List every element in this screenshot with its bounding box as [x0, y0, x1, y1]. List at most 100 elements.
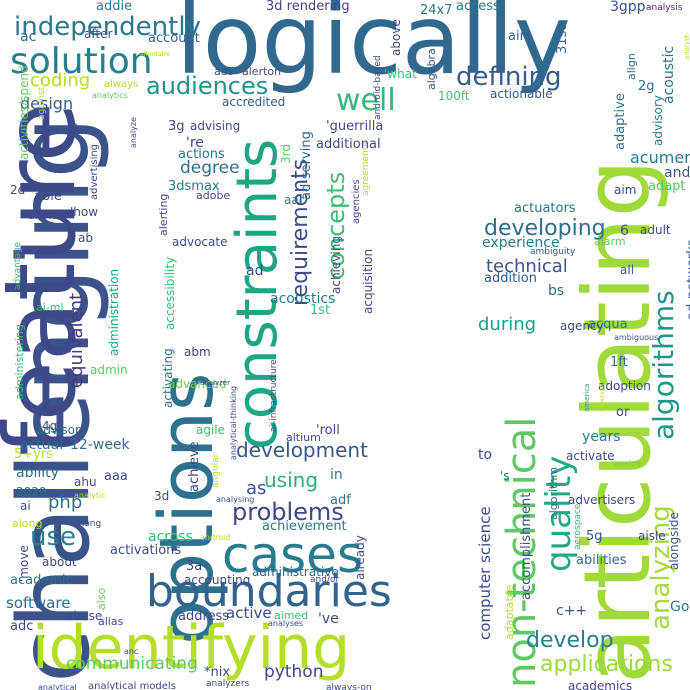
word-ad-networks: ad-networks: [685, 239, 690, 320]
word-aisle: aisle: [638, 529, 666, 543]
word-experience: experience: [482, 235, 560, 251]
word-design: design: [20, 94, 74, 113]
word-use: use: [30, 522, 77, 552]
word-advantage: advantage: [13, 241, 23, 290]
word-allows: allows: [28, 209, 63, 222]
word-analyst: analyst: [683, 34, 690, 61]
word-1st: 1st: [310, 303, 331, 318]
word-1ft: 1ft: [610, 355, 628, 370]
word-4g: 4g: [42, 419, 58, 433]
word-applications: applications: [540, 652, 673, 677]
word-achieving: achieving: [329, 236, 343, 294]
word-boundaries: boundaries: [146, 566, 392, 617]
word-acqua: acqua: [588, 317, 628, 332]
word-100ft: 100ft: [438, 89, 470, 103]
word-ad-serving: ad-serving: [299, 131, 314, 200]
word-advocate: advocate: [172, 235, 228, 249]
word-equivalent: equivalent: [66, 292, 87, 388]
word-about: about: [42, 555, 77, 569]
word-across: across: [148, 529, 193, 545]
word-achieve: achieve: [187, 441, 202, 492]
word-access: access: [456, 0, 500, 14]
word-air: air: [508, 29, 525, 44]
word-using: using: [264, 468, 319, 492]
word-developing: developing: [484, 216, 606, 241]
word-activations: activations: [110, 543, 182, 558]
word-analyzers: analyzers: [206, 679, 250, 689]
word-adversarial: adversarial: [599, 378, 606, 412]
word-active: active: [226, 604, 272, 622]
word-advertising: advertising: [89, 143, 100, 200]
word-algorithms: algorithms: [647, 290, 680, 440]
word-3d-rendering: 3d rendering: [266, 0, 350, 14]
word-administrative: administrative: [252, 565, 339, 579]
word-how: 'how: [70, 205, 99, 219]
word-accounting: accounting: [184, 573, 251, 587]
word-adoption: adoption: [598, 379, 651, 393]
word-ai: ai: [20, 499, 31, 513]
word-abuse: abuse: [66, 609, 103, 623]
word-android: android: [200, 533, 231, 542]
word-s: 's: [500, 469, 510, 483]
word-python: python: [264, 662, 324, 682]
word-actionable: actionable: [490, 87, 553, 101]
word-adf: adf: [330, 493, 351, 508]
word-ad: ad: [246, 263, 264, 279]
word-ac: ac: [20, 29, 37, 45]
word-affordable: affordable: [140, 51, 171, 58]
word-roll: 'roll: [316, 423, 340, 438]
word-to: to: [478, 447, 493, 463]
word-academics: academics: [568, 679, 633, 690]
word-alongside: alongside: [667, 512, 681, 570]
word-nix: *nix: [204, 665, 231, 680]
word-administration: administration: [107, 268, 121, 356]
word-aaa: aaa: [104, 469, 128, 484]
word-ambiguity: ambiguity: [530, 247, 576, 257]
word-24x7: 24x7: [420, 3, 453, 18]
word-also: also: [95, 587, 108, 610]
word-aerospace: aerospace: [573, 503, 583, 550]
word-adaptable: adaptable: [503, 584, 516, 640]
word-3rd: 3rd: [279, 144, 293, 164]
word-communicating: communicating: [66, 654, 198, 674]
word-3dsmax: 3dsmax: [168, 179, 220, 194]
word-actuators: actuators: [514, 201, 576, 216]
word-algorithm: algorithm: [547, 466, 560, 520]
word-america: america: [583, 383, 591, 412]
word-coding: coding: [30, 70, 91, 91]
word-align: align: [625, 53, 638, 80]
word-adc: adc: [10, 619, 34, 634]
word-coding: coding: [30, 70, 91, 91]
word-technical: technical: [486, 256, 568, 277]
word-activities-spend: activities/spend: [17, 65, 31, 160]
word-c: c++: [556, 603, 588, 619]
word-achievement: achievement: [262, 519, 347, 534]
word-analytics: analytics: [92, 91, 128, 100]
word-and: and: [664, 165, 690, 181]
word-ahu: ahu: [74, 475, 97, 489]
word-aac: aac: [284, 193, 306, 207]
word-during: during: [478, 314, 537, 335]
word-accessibility: accessibility: [163, 256, 177, 330]
word-alerton: alerton: [242, 65, 282, 78]
word-academic: academic: [10, 573, 73, 588]
word-addie: addie: [96, 0, 133, 14]
word-computer-science: computer science: [476, 506, 494, 640]
word-well: well: [336, 83, 396, 118]
word-angular: angular: [211, 453, 221, 488]
word-ambiguous: ambiguous: [614, 333, 659, 342]
word-php: php: [48, 492, 83, 513]
word-ai-ml: ai-ml: [36, 301, 64, 314]
word-3a: 3a: [186, 559, 203, 574]
word-identifying: identifying: [32, 613, 351, 683]
word-acquisition: acquisition: [361, 248, 375, 314]
word-alerting: alerting: [157, 193, 170, 236]
word-acumen: acumen: [630, 148, 690, 167]
word-3d: 3d: [154, 489, 170, 503]
word-ads: ads: [214, 65, 234, 78]
word-analyzer: analyzer: [200, 379, 230, 387]
word-above: above: [389, 19, 403, 56]
word-agencies: agencies: [351, 179, 362, 224]
word-account: account: [148, 31, 200, 46]
word-12-week: 12-week: [70, 437, 130, 453]
